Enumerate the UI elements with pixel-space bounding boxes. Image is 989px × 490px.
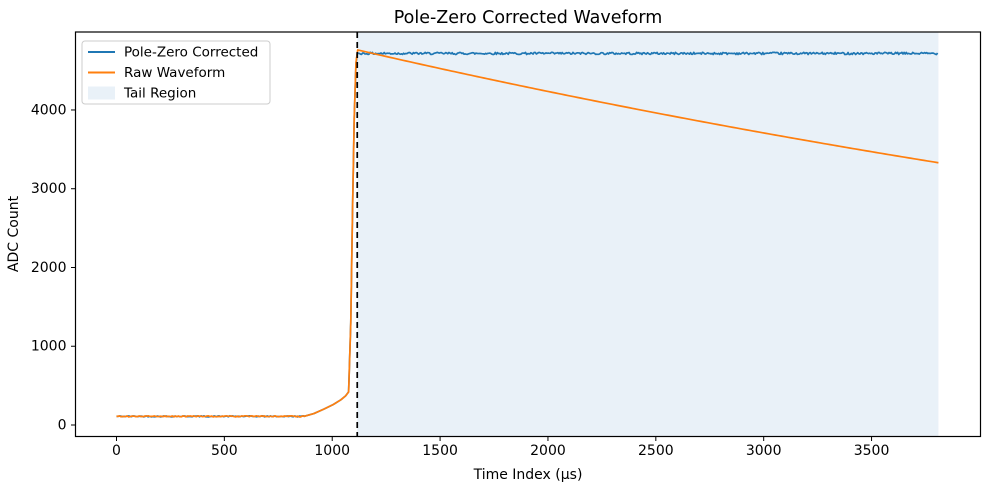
x-tick-label: 3500 (854, 443, 890, 459)
legend-label-pole-zero: Pole-Zero Corrected (124, 45, 258, 61)
legend-label-raw: Raw Waveform (124, 65, 225, 81)
legend-label-tail: Tail Region (123, 86, 196, 102)
y-tick-label: 2000 (31, 260, 67, 276)
y-axis-ticks: 0 1000 2000 3000 4000 (31, 102, 76, 434)
legend-patch-swatch-tail (88, 86, 115, 100)
legend: Pole-Zero Corrected Raw Waveform Tail Re… (81, 40, 271, 105)
y-tick-label: 4000 (31, 102, 67, 118)
x-tick-label: 1000 (314, 443, 350, 459)
x-tick-label: 0 (112, 443, 121, 459)
x-tick-label: 500 (211, 443, 238, 459)
legend-box (81, 40, 271, 105)
x-tick-label: 3000 (746, 443, 782, 459)
x-axis-ticks: 0 500 1000 1500 2000 2500 3000 3500 (112, 436, 890, 459)
y-tick-label: 0 (58, 418, 67, 434)
y-axis-label: ADC Count (6, 195, 22, 272)
x-tick-label: 2500 (638, 443, 674, 459)
series-line-raw-waveform (116, 49, 939, 418)
series-lines (116, 49, 939, 418)
chart-title: Pole-Zero Corrected Waveform (394, 8, 663, 28)
y-tick-label: 1000 (31, 339, 67, 355)
y-tick-label: 3000 (31, 181, 67, 197)
x-tick-label: 1500 (422, 443, 458, 459)
tail-region-area (357, 32, 939, 437)
x-tick-label: 2000 (530, 443, 566, 459)
plot-border (74, 31, 982, 438)
x-axis-label: Time Index (µs) (473, 467, 583, 483)
